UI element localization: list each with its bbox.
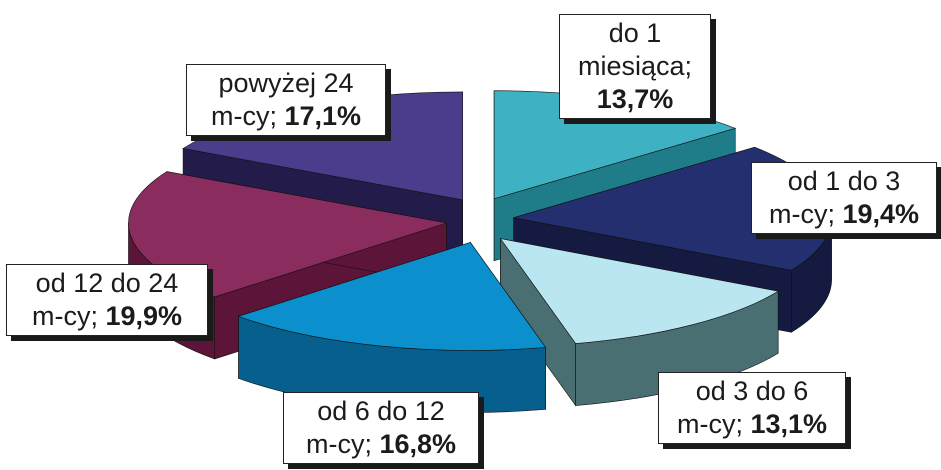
slice-label-line1: powyżej 24 <box>218 68 354 98</box>
slice-label-line2: m-cy; <box>768 199 835 229</box>
slice-label-percent: 19,9% <box>105 301 183 331</box>
slice-label-line2: m-cy; <box>31 301 98 331</box>
slice-label-powyzej-24: powyżej 24 m-cy; 17,1% <box>186 64 386 136</box>
slice-label-line2: m-cy; <box>305 429 372 459</box>
slice-label-percent: 19,4% <box>842 199 920 229</box>
slice-label-percent: 17,1% <box>284 101 362 131</box>
slice-label-percent: 13,7% <box>596 84 674 114</box>
slice-label-line1: od 12 do 24 <box>35 268 179 298</box>
slice-label-line1: od 1 do 3 <box>787 166 901 196</box>
slice-label-line2: miesiąca; <box>577 51 693 81</box>
pie-slice-top-od-6-do-12 <box>237 242 547 351</box>
slice-label-od-12-do-24: od 12 do 24 m-cy; 19,9% <box>6 264 208 336</box>
pie-slice-top-od-3-do-6 <box>499 238 779 344</box>
slice-label-percent: 13,1% <box>750 409 828 439</box>
slice-label-od-3-do-6: od 3 do 6 m-cy; 13,1% <box>658 372 846 444</box>
slice-label-line2: m-cy; <box>210 101 277 131</box>
slice-label-line1: do 1 <box>608 18 662 48</box>
pie-slice-od-3-do-6 <box>499 237 779 407</box>
slice-label-line1: od 3 do 6 <box>695 376 809 406</box>
slice-label-od-1-do-3: od 1 do 3 m-cy; 19,4% <box>751 162 937 234</box>
slice-label-od-6-do-12: od 6 do 12 m-cy; 16,8% <box>283 392 479 464</box>
slice-label-line1: od 6 do 12 <box>317 396 445 426</box>
slice-label-percent: 16,8% <box>379 429 457 459</box>
slice-label-line2: m-cy; <box>676 409 743 439</box>
pie-slice-od-6-do-12 <box>237 241 547 413</box>
slice-label-do-1-miesiaca: do 1 miesiąca; 13,7% <box>559 14 711 119</box>
